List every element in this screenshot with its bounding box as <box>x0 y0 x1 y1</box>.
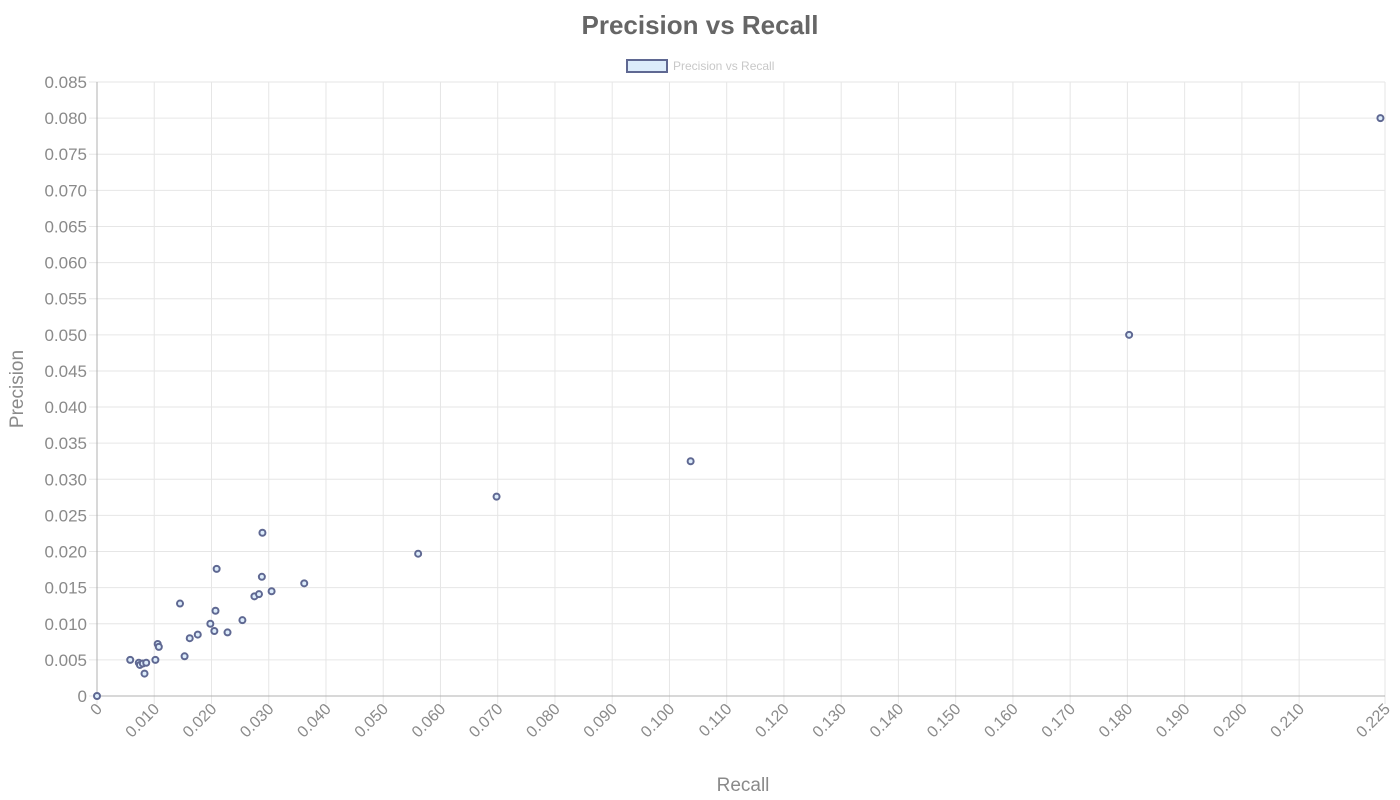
data-point[interactable] <box>1125 330 1134 339</box>
legend-label: Precision vs Recall <box>673 59 774 73</box>
y-tick-label: 0.065 <box>44 217 87 236</box>
data-point[interactable] <box>686 457 695 466</box>
y-tick-label: 0.050 <box>44 326 87 345</box>
y-tick-label: 0.060 <box>44 254 87 273</box>
data-point[interactable] <box>1376 114 1385 123</box>
y-tick-label: 0.020 <box>44 543 87 562</box>
y-tick-label: 0 <box>78 687 87 706</box>
grid <box>89 81 1386 704</box>
data-point[interactable] <box>180 652 189 661</box>
x-tick-label: 0.040 <box>294 701 334 741</box>
y-tick-label: 0.005 <box>44 651 87 670</box>
x-tick-label: 0.010 <box>123 701 163 741</box>
y-tick-label: 0.025 <box>44 506 87 525</box>
data-point[interactable] <box>414 549 423 558</box>
x-tick-label: 0.190 <box>1153 701 1193 741</box>
x-tick-label: 0.120 <box>752 701 792 741</box>
y-tick-label: 0.040 <box>44 398 87 417</box>
axes <box>96 82 1385 697</box>
data-point[interactable] <box>176 599 185 608</box>
legend[interactable]: Precision vs Recall <box>626 59 774 73</box>
data-point[interactable] <box>223 628 232 637</box>
data-point[interactable] <box>151 655 160 664</box>
data-point[interactable] <box>142 658 151 667</box>
x-tick-label: 0.160 <box>981 701 1021 741</box>
y-tick-label: 0.045 <box>44 362 87 381</box>
y-axis-title: Precision <box>7 350 28 428</box>
data-point[interactable] <box>255 590 264 599</box>
x-tick-label: 0.100 <box>638 701 678 741</box>
data-point[interactable] <box>93 692 101 700</box>
x-tick-label: 0.210 <box>1268 701 1308 741</box>
data-point[interactable] <box>185 634 194 643</box>
y-tick-label: 0.085 <box>44 73 87 92</box>
y-tick-label: 0.080 <box>44 109 87 128</box>
y-tick-label: 0.010 <box>44 615 87 634</box>
y-tick-label: 0.030 <box>44 470 87 489</box>
data-point[interactable] <box>140 669 149 678</box>
data-point[interactable] <box>126 655 135 664</box>
x-tick-label: 0.110 <box>696 701 736 741</box>
data-point[interactable] <box>212 564 221 573</box>
data-point[interactable] <box>492 492 501 501</box>
x-tick-label: 0.090 <box>581 701 621 741</box>
legend-swatch <box>626 59 668 73</box>
x-tick-label: 0.180 <box>1096 701 1136 741</box>
x-tick-label: 0.030 <box>237 701 277 741</box>
data-point[interactable] <box>193 630 202 639</box>
data-point[interactable] <box>210 626 219 635</box>
x-tick-label: 0.140 <box>867 701 907 741</box>
x-tick-label: 0.060 <box>409 701 449 741</box>
data-point[interactable] <box>267 587 276 596</box>
y-tick-label: 0.015 <box>44 579 87 598</box>
data-point[interactable] <box>154 642 163 651</box>
x-tick-label: 0.020 <box>180 701 220 741</box>
x-tick-label: 0.070 <box>466 701 506 741</box>
x-tick-label: 0.080 <box>523 701 563 741</box>
data-point[interactable] <box>206 619 215 628</box>
y-tick-label: 0.035 <box>44 434 87 453</box>
x-tick-label: 0.225 <box>1353 701 1393 741</box>
x-tick-label: 0.200 <box>1210 701 1250 741</box>
y-tick-label: 0.070 <box>44 181 87 200</box>
data-point[interactable] <box>211 606 220 615</box>
chart-title: Precision vs Recall <box>581 10 818 40</box>
x-tick-label: 0.170 <box>1039 701 1079 741</box>
data-point[interactable] <box>238 616 247 625</box>
data-points <box>93 114 1385 700</box>
x-axis-title: Recall <box>717 775 770 796</box>
x-tick-label: 0.130 <box>810 701 850 741</box>
x-tick-label: 0.050 <box>352 701 392 741</box>
y-tick-label: 0.055 <box>44 290 87 309</box>
x-tick-label: 0.150 <box>924 701 964 741</box>
data-point[interactable] <box>258 528 267 537</box>
data-point[interactable] <box>300 579 309 588</box>
y-tick-label: 0.075 <box>44 145 87 164</box>
data-point[interactable] <box>257 572 266 581</box>
